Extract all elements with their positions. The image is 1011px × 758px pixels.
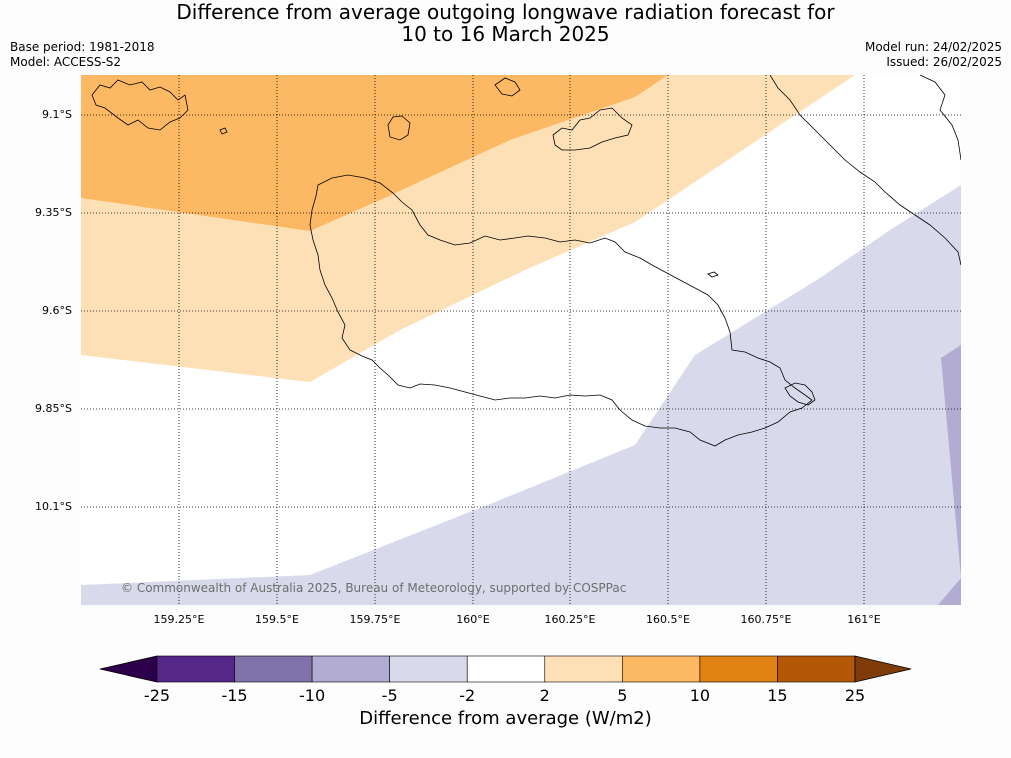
colorbar-under-arrow [99, 655, 158, 683]
colorbar-tick-label: 5 [617, 686, 628, 705]
colorbar [99, 655, 912, 683]
lon-label: 160.75°E [740, 613, 792, 626]
lat-label: 9.85°S [35, 402, 72, 415]
colorbar-swatch [544, 655, 623, 683]
lat-label: 9.6°S [42, 304, 72, 317]
marau-islets-coastline [784, 382, 816, 406]
colorbar-swatch [234, 655, 313, 683]
colorbar-swatch [466, 655, 546, 683]
lon-label: 161°E [847, 613, 881, 626]
base-period-text: Base period: 1981-2018 [10, 40, 155, 54]
copyright-notice: © Commonwealth of Australia 2025, Bureau… [121, 581, 627, 595]
model-text: Model: ACCESS-S2 [10, 55, 122, 69]
model-run-text: Model run: 24/02/2025 [864, 40, 1002, 54]
lat-label: 10.1°S [35, 500, 72, 513]
lon-label: 160.5°E [646, 613, 690, 626]
colorbar-tick-label: 15 [767, 686, 788, 705]
coastline [91, 75, 961, 447]
map-title-line2: 10 to 16 March 2025 [401, 22, 610, 46]
region-minus-5-to-minus-10 [941, 345, 961, 578]
lon-label: 160.25°E [544, 613, 596, 626]
colorbar-swatch [699, 655, 778, 683]
colorbar-tick-label: -15 [221, 686, 248, 705]
map-title-line1: Difference from average outgoing longwav… [176, 0, 835, 24]
small-islet-a [707, 271, 719, 278]
colorbar-tick-label: -10 [299, 686, 326, 705]
guadalcanal-coastline [309, 174, 813, 447]
russell-islands-coastline [91, 79, 189, 131]
small-islet-b [219, 127, 228, 135]
savo-island-coastline [387, 115, 411, 141]
region-minus-5-to-minus-10-edge [938, 578, 961, 605]
colorbar-over-arrow [854, 655, 912, 683]
colorbar-swatch [156, 655, 235, 683]
lon-label: 160°E [456, 613, 490, 626]
colorbar-swatch [311, 655, 390, 683]
issued-text: Issued: 26/02/2025 [886, 55, 1002, 69]
anomaly-field [81, 75, 961, 605]
colorbar-tick-label: 2 [539, 686, 550, 705]
colorbar-tick-label: -25 [143, 686, 171, 705]
colorbar-tick-label: 25 [844, 686, 866, 705]
region-5-to-10 [81, 75, 668, 231]
malaita-coastline [769, 75, 961, 266]
malaita-north-coastline [919, 75, 961, 161]
colorbar-swatch [622, 655, 701, 683]
colorbar-tick-label: -5 [381, 686, 398, 705]
lon-label: 159.25°E [153, 613, 205, 626]
colorbar-tick-label: 10 [689, 686, 711, 705]
colorbar-tick-label: -2 [459, 686, 476, 705]
colorbar-swatch [389, 655, 468, 683]
lon-label: 159.5°E [255, 613, 299, 626]
lat-label: 9.35°S [35, 206, 72, 219]
nggela-north-coastline [494, 77, 521, 97]
lat-label: 9.1°S [42, 108, 72, 121]
graticule [81, 75, 961, 605]
region-minus-2-to-minus-5 [81, 185, 961, 605]
lon-label: 159.75°E [349, 613, 401, 626]
colorbar-label: Difference from average (W/m2) [359, 708, 652, 729]
colorbar-swatch [777, 655, 856, 683]
florida-islands-coastline [552, 107, 633, 151]
